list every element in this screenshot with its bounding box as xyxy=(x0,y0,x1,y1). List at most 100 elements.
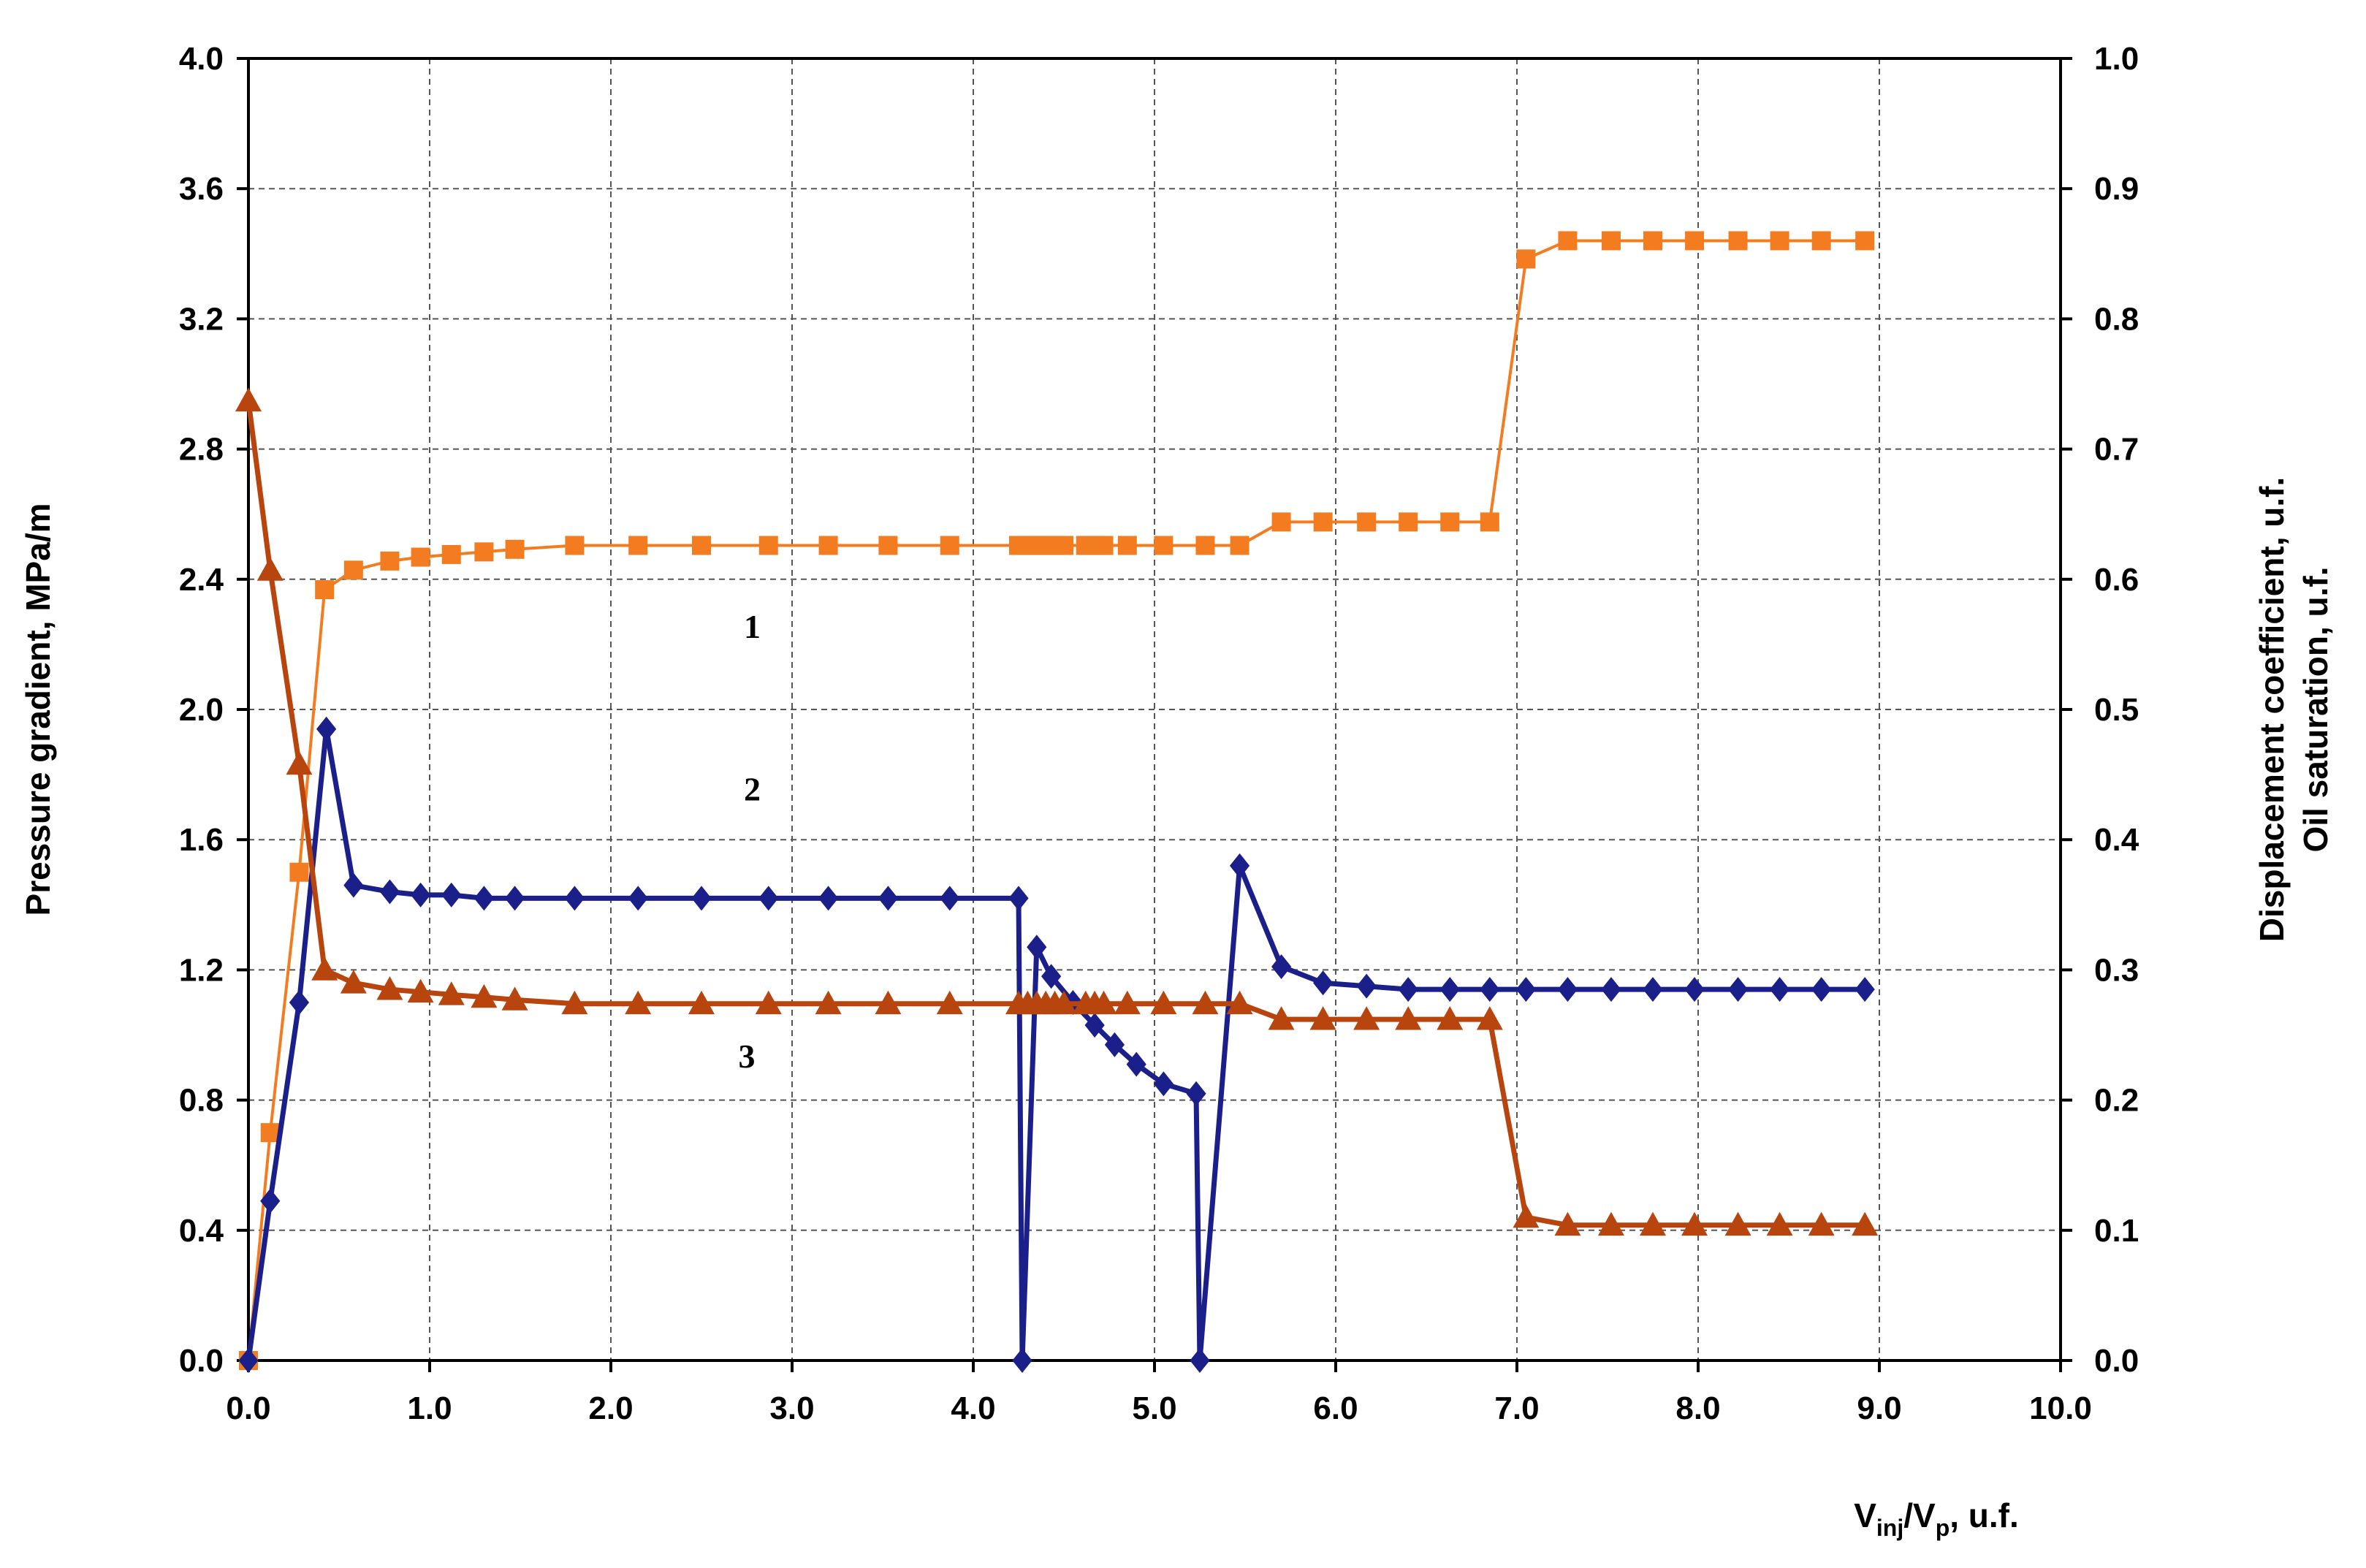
data-point xyxy=(471,983,498,1008)
y-right-tick-label: 0.5 xyxy=(2094,692,2139,728)
data-point xyxy=(1268,1006,1295,1030)
x-tick-label: 1.0 xyxy=(407,1390,452,1426)
grid xyxy=(248,58,2061,1360)
data-point xyxy=(1728,231,1748,251)
data-point xyxy=(1353,1006,1380,1030)
data-point xyxy=(289,862,309,882)
y-axis-left-title: Pressure gradient, MPa/m xyxy=(19,503,57,916)
y-left-tick-label: 2.4 xyxy=(179,562,224,598)
data-point xyxy=(940,886,960,911)
x-tick-label: 0.0 xyxy=(226,1390,270,1426)
y-left-tick-label: 1.6 xyxy=(179,822,224,858)
data-point xyxy=(1271,954,1292,979)
data-point xyxy=(1681,1211,1708,1236)
data-point xyxy=(875,990,902,1015)
x-tick-label: 4.0 xyxy=(951,1390,995,1426)
y-right-tick-label: 0.8 xyxy=(2094,301,2139,337)
data-point xyxy=(1041,964,1062,989)
data-point xyxy=(504,886,525,911)
data-point xyxy=(1094,536,1114,555)
y-left-tick-label: 1.2 xyxy=(179,952,224,988)
data-point xyxy=(473,886,494,911)
y-left-tick-label: 3.6 xyxy=(179,171,224,207)
y-left-tick-label: 4.0 xyxy=(179,41,224,77)
data-point xyxy=(1398,977,1418,1002)
y-left-tick-label: 2.0 xyxy=(179,692,224,728)
data-point xyxy=(343,872,364,898)
data-point xyxy=(1770,977,1790,1002)
data-point xyxy=(1150,990,1177,1015)
data-point xyxy=(256,557,284,581)
data-point xyxy=(565,536,585,555)
data-point xyxy=(758,536,778,555)
y-right-tick-label: 0.1 xyxy=(2094,1213,2139,1249)
data-point xyxy=(1640,1211,1666,1236)
data-point xyxy=(1186,1081,1206,1106)
y-left-tick-label: 0.4 xyxy=(179,1213,224,1249)
y-right-tick-label: 1.0 xyxy=(2094,41,2139,77)
data-point xyxy=(1008,886,1029,911)
data-point xyxy=(1558,231,1578,251)
data-point xyxy=(501,986,528,1011)
data-point xyxy=(376,976,403,1000)
data-point xyxy=(474,542,494,562)
x-tick-label: 8.0 xyxy=(1675,1390,1720,1426)
y-right-tick-label: 0.6 xyxy=(2094,562,2139,598)
data-point xyxy=(561,990,588,1015)
data-point xyxy=(755,990,782,1015)
data-point xyxy=(1557,977,1578,1002)
data-point xyxy=(1439,977,1460,1002)
data-point xyxy=(1811,977,1832,1002)
series-layer xyxy=(235,231,1879,1373)
data-point xyxy=(316,716,337,742)
data-point xyxy=(628,886,648,911)
curve-labels: 1 2 3 xyxy=(739,608,761,1075)
data-point xyxy=(1027,935,1047,960)
data-point xyxy=(343,560,363,580)
data-point xyxy=(1271,512,1291,532)
y-right-tick-label: 0.2 xyxy=(2094,1083,2139,1119)
data-point xyxy=(1766,1211,1793,1236)
data-point xyxy=(1395,1006,1422,1030)
data-point xyxy=(1513,1203,1540,1228)
y-right-tick-label: 0.7 xyxy=(2094,432,2139,468)
curve-label: 3 xyxy=(739,1038,756,1075)
data-point xyxy=(878,886,899,911)
y-left-tick-label: 2.8 xyxy=(179,432,224,468)
data-point xyxy=(260,1123,280,1143)
data-point xyxy=(1643,977,1663,1002)
data-point xyxy=(1685,231,1705,251)
y-axis-right-title-2: Oil saturation, u.f. xyxy=(2297,566,2335,852)
data-point xyxy=(936,990,963,1015)
data-point xyxy=(1126,1051,1146,1077)
x-tick-label: 5.0 xyxy=(1132,1390,1176,1426)
data-point xyxy=(1727,977,1749,1002)
x-axis-title-mid: /V xyxy=(1903,1496,1936,1534)
data-point xyxy=(441,544,461,564)
data-point xyxy=(380,551,400,571)
data-point xyxy=(1190,1348,1210,1373)
data-point xyxy=(411,547,430,567)
data-point xyxy=(1054,536,1073,555)
data-point xyxy=(505,539,525,559)
data-point xyxy=(1153,1071,1174,1097)
data-point xyxy=(688,990,715,1015)
series-3 xyxy=(235,387,1879,1236)
data-point xyxy=(1480,977,1500,1002)
data-point xyxy=(411,882,431,907)
y-right-tick-label: 0.3 xyxy=(2094,952,2139,988)
data-point xyxy=(1117,536,1137,555)
data-point xyxy=(1313,970,1334,996)
x-axis-title-sub2: p xyxy=(1936,1515,1950,1541)
data-point xyxy=(1808,1211,1835,1236)
data-point xyxy=(1643,231,1662,251)
x-tick-label: 10.0 xyxy=(2029,1390,2092,1426)
data-point xyxy=(235,387,262,412)
data-point xyxy=(1226,990,1253,1015)
x-tick-label: 2.0 xyxy=(588,1390,633,1426)
series-1 xyxy=(239,231,1875,1370)
data-point xyxy=(1399,512,1418,532)
y-right-tick-label: 0.0 xyxy=(2094,1343,2139,1379)
data-point xyxy=(289,989,310,1015)
